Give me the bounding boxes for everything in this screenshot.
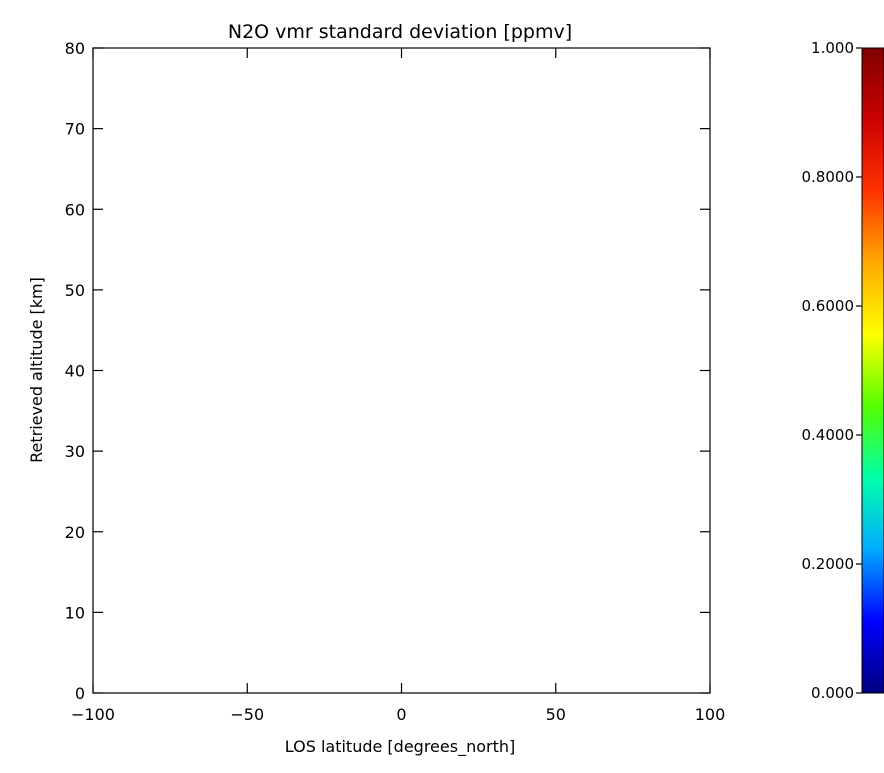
y-tick-label: 30 [65, 442, 85, 461]
colorbar-ticks: 0.000 0.2000 0.4000 0.6000 0.8000 1.000 [802, 39, 862, 702]
y-tick-label: 20 [65, 523, 85, 542]
plot-area [92, 47, 711, 694]
chart-title: N2O vmr standard deviation [ppmv] [228, 21, 572, 43]
colorbar [861, 47, 884, 694]
y-tick-label: 10 [65, 603, 85, 622]
y-tick-label: 50 [65, 281, 85, 300]
y-axis-label: Retrieved altitude [km] [27, 277, 46, 463]
y-tick-label: 40 [65, 362, 85, 381]
x-tick-label: 0 [396, 705, 406, 724]
colorbar-tick-label: 0.8000 [802, 168, 855, 186]
colorbar-tick-label: 0.4000 [802, 426, 855, 444]
y-tick-label: 60 [65, 200, 85, 219]
x-tick-label: 50 [546, 705, 566, 724]
x-tick-label: −100 [71, 705, 115, 724]
y-axis-ticks: 0 10 20 30 40 50 60 70 80 [65, 39, 710, 703]
colorbar-tick-label: 1.000 [811, 39, 854, 57]
x-tick-label: −50 [230, 705, 264, 724]
x-axis-label: LOS latitude [degrees_north] [285, 737, 515, 757]
y-tick-label: 80 [65, 39, 85, 58]
colorbar-tick-label: 0.000 [811, 684, 854, 702]
x-tick-label: 100 [695, 705, 726, 724]
y-tick-label: 70 [65, 120, 85, 139]
colorbar-tick-label: 0.6000 [802, 297, 855, 315]
y-tick-label: 0 [75, 684, 85, 703]
colorbar-tick-label: 0.2000 [802, 555, 855, 573]
x-axis-ticks: −100 −50 0 50 100 [71, 48, 725, 724]
